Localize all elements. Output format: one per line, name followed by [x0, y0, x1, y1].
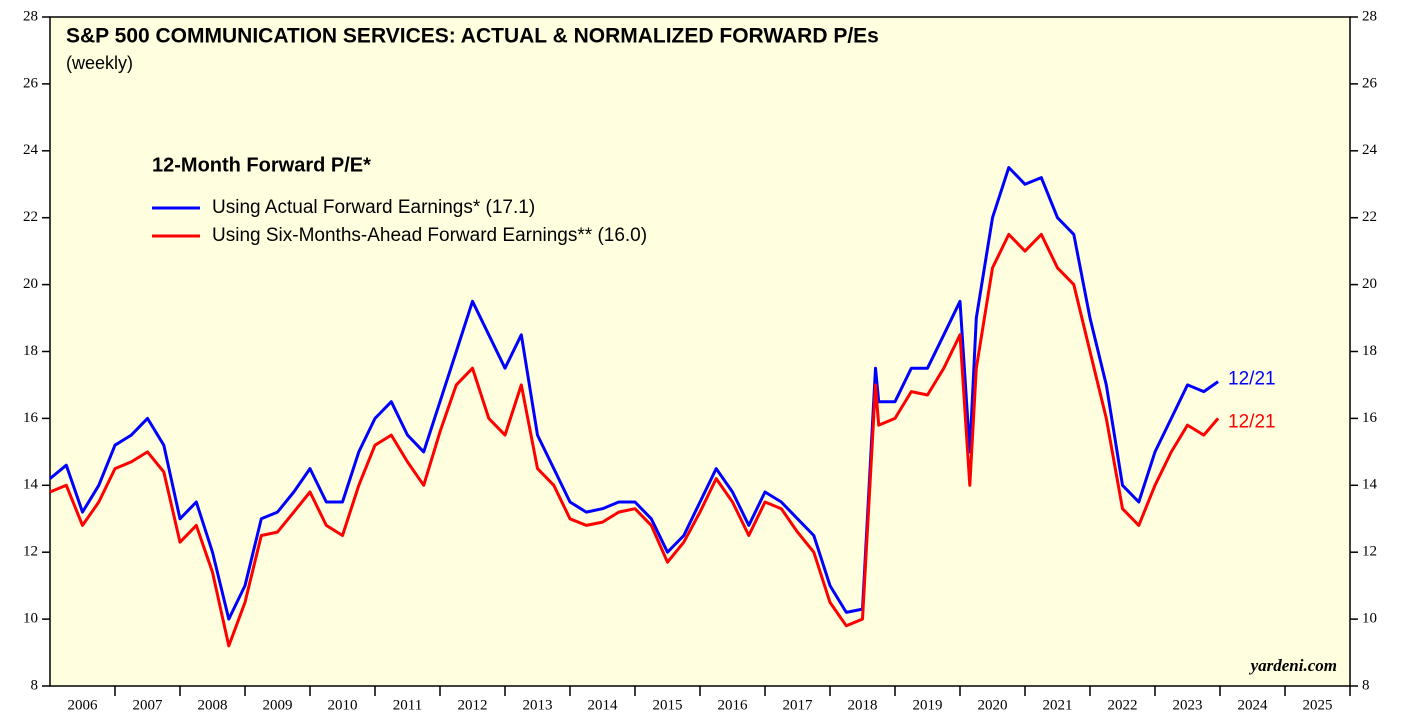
y-tick-label: 8 — [31, 677, 39, 693]
x-tick-label: 2020 — [978, 697, 1008, 713]
x-tick-label: 2021 — [1043, 697, 1073, 713]
y-tick-label: 10 — [23, 611, 38, 627]
x-tick-label: 2023 — [1173, 697, 1203, 713]
y2-tick-label: 16 — [1362, 410, 1378, 426]
x-tick-label: 2013 — [523, 697, 553, 713]
y2-tick-label: 8 — [1362, 677, 1370, 693]
legend-label: Using Six-Months-Ahead Forward Earnings*… — [212, 225, 647, 246]
y2-tick-label: 12 — [1362, 544, 1377, 560]
y2-tick-label: 22 — [1362, 209, 1377, 225]
chart-subtitle: (weekly) — [66, 53, 133, 73]
legend-label: Using Actual Forward Earnings* (17.1) — [212, 197, 535, 218]
y-tick-label: 26 — [23, 75, 39, 91]
plot-area — [49, 16, 1351, 687]
x-tick-label: 2016 — [718, 697, 749, 713]
x-tick-label: 2014 — [588, 697, 619, 713]
y-tick-label: 22 — [23, 209, 38, 225]
x-tick-label: 2009 — [263, 697, 293, 713]
x-tick-label: 2019 — [913, 697, 943, 713]
y2-tick-label: 14 — [1362, 477, 1378, 493]
x-tick-label: 2022 — [1108, 697, 1138, 713]
y2-tick-label: 26 — [1362, 75, 1378, 91]
x-tick-label: 2017 — [783, 697, 814, 713]
x-tick-label: 2006 — [68, 697, 99, 713]
y-tick-label: 24 — [23, 142, 39, 158]
x-tick-label: 2012 — [458, 697, 488, 713]
end-label: 12/21 — [1228, 411, 1276, 432]
x-tick-label: 2011 — [393, 697, 422, 713]
y2-tick-label: 18 — [1362, 343, 1377, 359]
chart-title: S&P 500 COMMUNICATION SERVICES: ACTUAL &… — [66, 25, 879, 48]
legend-title: 12-Month Forward P/E* — [152, 154, 371, 176]
x-tick-label: 2015 — [653, 697, 683, 713]
series-line — [49, 166, 1219, 621]
y-tick-label: 12 — [23, 544, 38, 560]
x-tick-label: 2008 — [198, 697, 228, 713]
series-line — [49, 232, 1220, 648]
credit: yardeni.com — [1249, 656, 1337, 675]
y-tick-label: 14 — [23, 477, 39, 493]
x-tick-label: 2025 — [1303, 697, 1333, 713]
x-tick-label: 2024 — [1238, 697, 1269, 713]
y-tick-label: 28 — [23, 8, 38, 24]
y2-tick-label: 10 — [1362, 611, 1377, 627]
y-tick-label: 16 — [23, 410, 39, 426]
y2-tick-label: 28 — [1362, 8, 1377, 24]
y-tick-label: 18 — [23, 343, 38, 359]
x-tick-label: 2018 — [848, 697, 878, 713]
end-label: 12/21 — [1228, 369, 1276, 390]
y2-tick-label: 20 — [1362, 276, 1377, 292]
x-tick-label: 2007 — [133, 697, 164, 713]
y-tick-label: 20 — [23, 276, 38, 292]
y2-tick-label: 24 — [1362, 142, 1378, 158]
x-tick-label: 2010 — [328, 697, 358, 713]
